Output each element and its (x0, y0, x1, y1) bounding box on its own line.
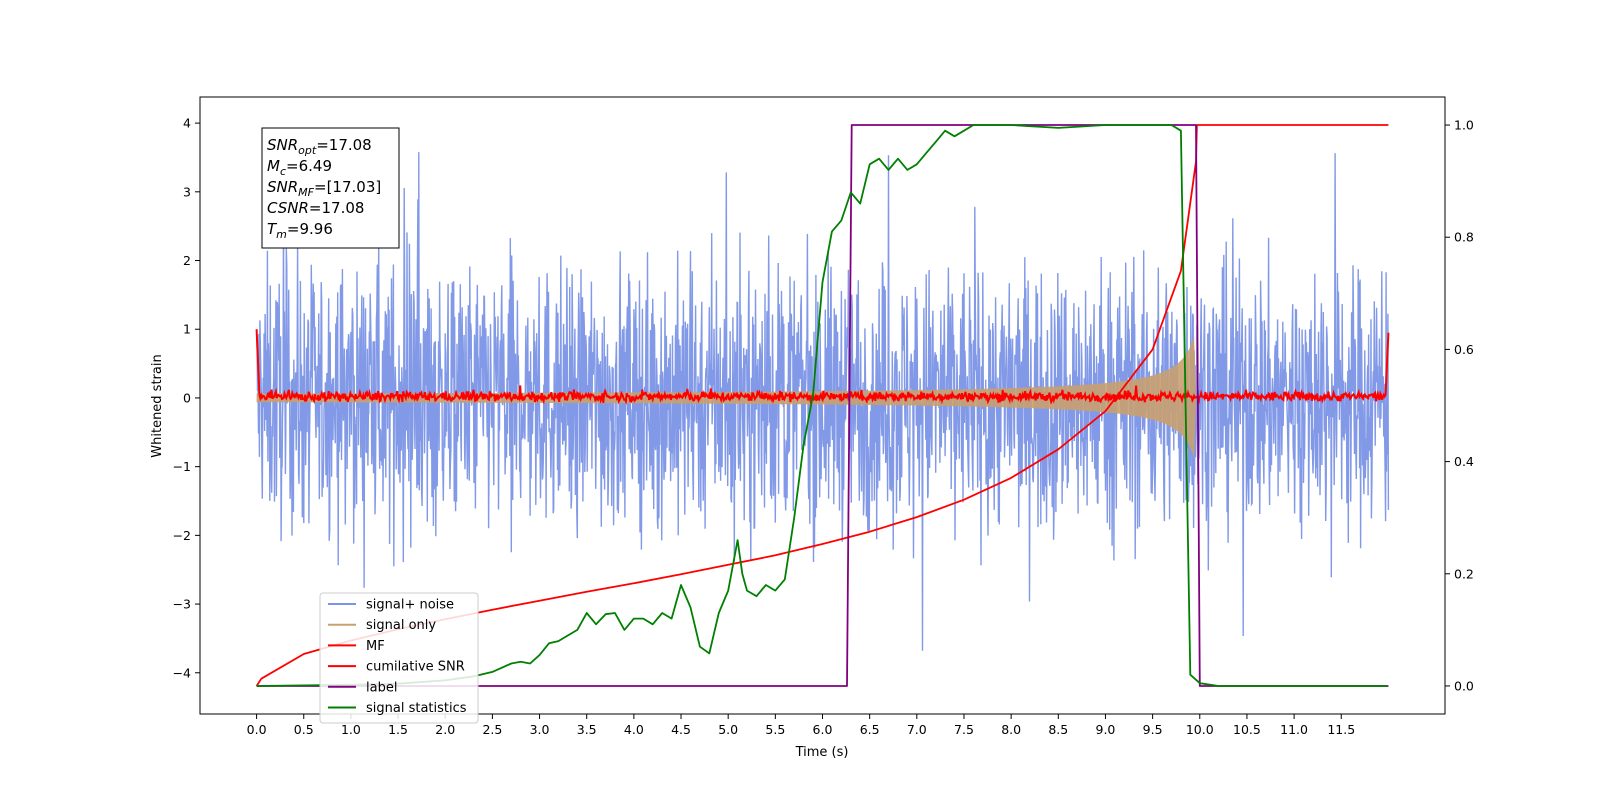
legend-entry-label: signal statistics (366, 701, 467, 716)
legend-entry-label: cumilative SNR (366, 660, 465, 675)
y-tick-label: −3 (173, 597, 191, 612)
y-tick-label: 4 (183, 116, 191, 131)
x-tick-label: 6.0 (813, 722, 833, 737)
y-tick-label: 0 (183, 390, 191, 405)
legend-frame (319, 592, 479, 724)
stats-textbox-line: SNRMF=[17.03] (267, 178, 381, 199)
y2-tick-label: 0.4 (1454, 454, 1474, 469)
x-tick-label: 10.0 (1186, 722, 1214, 737)
x-tick-label: 4.5 (671, 722, 691, 737)
x-tick-label: 5.0 (718, 722, 738, 737)
x-tick-label: 2.5 (482, 722, 502, 737)
x-tick-label: 11.0 (1280, 722, 1308, 737)
stats-textbox-line: SNRopt=17.08 (267, 136, 372, 157)
x-tick-label: 8.0 (1001, 722, 1021, 737)
x-tick-label: 1.0 (341, 722, 361, 737)
legend-entry-label: signal+ noise (366, 598, 454, 613)
series-signal-noise-line (255, 152, 1390, 651)
y2-tick-label: 0.2 (1454, 566, 1474, 581)
y-tick-label: 3 (183, 184, 191, 199)
x-tick-label: 9.5 (1143, 722, 1163, 737)
x-tick-label: 8.5 (1048, 722, 1068, 737)
stats-textbox: SNRopt=17.08Mc=6.49SNRMF=[17.03]CSNR=17.… (261, 127, 400, 249)
x-tick-label: 0.5 (294, 722, 314, 737)
y2-tick-label: 0.0 (1454, 678, 1474, 693)
x-tick-label: 1.5 (388, 722, 408, 737)
x-tick-label: 3.0 (530, 722, 550, 737)
y-tick-label: −1 (173, 459, 191, 474)
x-tick-label: 10.5 (1233, 722, 1261, 737)
x-tick-label: 7.5 (954, 722, 974, 737)
x-tick-label: 7.0 (907, 722, 927, 737)
y-axis-right: 0.0 0.2 0.4 0.6 0.8 1.0 (1445, 118, 1474, 693)
stats-textbox-line: CSNR=17.08 (267, 199, 364, 217)
x-tick-label: 2.0 (435, 722, 455, 737)
y2-tick-label: 0.6 (1454, 342, 1474, 357)
x-tick-label: 3.5 (577, 722, 597, 737)
legend-entry-label: label (366, 680, 397, 695)
stats-textbox-frame (261, 127, 400, 249)
legend-entry-label: signal only (366, 618, 436, 633)
stats-textbox-line: Mc=6.49 (267, 157, 332, 178)
legend-entry-label: MF (366, 639, 385, 654)
x-tick-label: 0.0 (247, 722, 267, 737)
x-axis: 0.0 0.5 1.0 1.5 2.0 2.5 3.0 3.5 4.0 4.5 5.0 5.5 6.0 6… (247, 714, 1355, 737)
y-tick-label: −4 (173, 665, 191, 680)
y-axis-label: Whitened strain (150, 354, 165, 457)
y-tick-label: 2 (183, 253, 191, 268)
y-tick-label: −2 (173, 528, 191, 543)
legend: signal+ noise signal only MF cumilative SNR… (319, 592, 479, 724)
x-tick-label: 4.0 (624, 722, 644, 737)
series-signal-statistics-line (256, 124, 1388, 687)
x-tick-label: 11.5 (1327, 722, 1355, 737)
stats-textbox-line: Tm=9.96 (267, 220, 333, 241)
y-tick-label: 1 (183, 322, 191, 337)
y2-tick-label: 1.0 (1454, 118, 1474, 133)
x-tick-label: 6.5 (860, 722, 880, 737)
x-axis-label: Time (s) (795, 745, 849, 760)
x-tick-label: 5.5 (765, 722, 785, 737)
y2-tick-label: 0.8 (1454, 230, 1474, 245)
y-axis-left: −4 −3 −2 −1 0 1 2 3 4 (173, 116, 200, 680)
x-tick-label: 9.0 (1096, 722, 1116, 737)
